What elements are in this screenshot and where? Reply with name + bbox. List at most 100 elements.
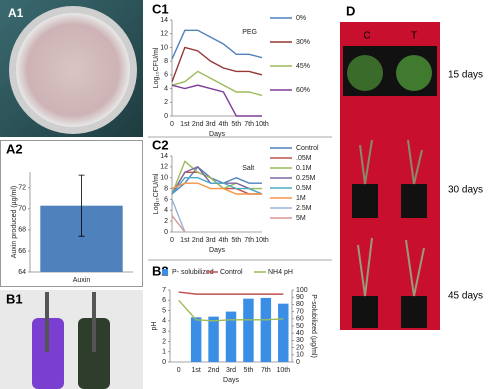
y-tick-label: 4 bbox=[162, 318, 166, 325]
y-tick-label: 6 bbox=[164, 72, 168, 79]
x-tick-label: 7th bbox=[261, 367, 271, 374]
y-tick-label: 2 bbox=[164, 99, 168, 106]
x-tick-label: Auxin bbox=[73, 277, 91, 284]
x-tick-label: 4th bbox=[219, 237, 229, 244]
x-tick-label: 1st bbox=[180, 237, 189, 244]
y-tick-label: 1 bbox=[162, 349, 166, 356]
legend-label: 0% bbox=[296, 15, 306, 22]
y-tick-label: 5 bbox=[162, 307, 166, 314]
y2-tick-label: 50 bbox=[296, 323, 304, 330]
y2-tick-label: 100 bbox=[296, 287, 308, 294]
series-line bbox=[178, 291, 284, 295]
plant bbox=[396, 55, 432, 91]
stems bbox=[357, 237, 425, 297]
x-tick-label: 2nd bbox=[192, 237, 204, 244]
y2-axis-title: P-solubilized (µg/ml) bbox=[310, 294, 317, 358]
x-tick-label: 2nd bbox=[192, 121, 204, 128]
x-tick-label: 3rd bbox=[226, 367, 236, 374]
legend-label: NH4 pH bbox=[268, 269, 293, 276]
x-tick-label: 2nd bbox=[208, 367, 220, 374]
panel-label: D bbox=[346, 3, 355, 18]
x-tick-label: 10th bbox=[255, 237, 269, 244]
y-tick-label: 4 bbox=[164, 85, 168, 92]
stage-label: 15 days bbox=[448, 70, 483, 81]
legend-label: Control bbox=[220, 269, 243, 276]
series-line bbox=[178, 299, 284, 322]
petri-dish bbox=[16, 13, 130, 127]
x-tick-label: 3rd bbox=[206, 121, 216, 128]
legend-label: 5M bbox=[296, 215, 306, 222]
y2-tick-label: 30 bbox=[296, 337, 304, 344]
y-tick-label: 0 bbox=[162, 359, 166, 366]
annotation: PEG bbox=[242, 29, 257, 36]
y-tick-label: 12 bbox=[160, 31, 168, 38]
legend-label: 45% bbox=[296, 63, 310, 70]
x-tick-label: 1st bbox=[191, 367, 200, 374]
y-axis-title: pH bbox=[151, 322, 158, 331]
y-tick-label: 6 bbox=[162, 297, 166, 304]
y-tick-label: 10 bbox=[160, 175, 168, 182]
x-axis-title: Days bbox=[209, 247, 225, 254]
legend-swatch bbox=[162, 269, 168, 275]
bar bbox=[208, 316, 219, 362]
y-tick-label: 72 bbox=[18, 185, 26, 192]
series-line bbox=[171, 215, 186, 233]
legend-label: 2.5M bbox=[296, 205, 312, 212]
column-label: T bbox=[411, 31, 417, 42]
pot bbox=[401, 296, 427, 328]
y2-tick-label: 90 bbox=[296, 294, 304, 301]
y-axis-title: Auxin produced (µg/ml) bbox=[11, 186, 18, 259]
legend-label: 0.5M bbox=[296, 185, 312, 192]
x-tick-label: 10th bbox=[276, 367, 290, 374]
rod bbox=[92, 292, 96, 352]
x-tick-label: 10th bbox=[255, 121, 269, 128]
y2-tick-label: 40 bbox=[296, 330, 304, 337]
series-line bbox=[171, 182, 262, 195]
series-line bbox=[171, 165, 262, 195]
legend-label: 1M bbox=[296, 195, 306, 202]
bar bbox=[260, 297, 272, 362]
stage-label: 30 days bbox=[448, 185, 483, 196]
panel-label: B1 bbox=[6, 291, 23, 306]
pot bbox=[352, 184, 378, 218]
tube-purple bbox=[32, 318, 64, 389]
y2-tick-label: 60 bbox=[296, 316, 304, 323]
y-tick-label: 3 bbox=[162, 328, 166, 335]
x-tick-label: 5th bbox=[231, 121, 241, 128]
legend-label: .05M bbox=[296, 155, 312, 162]
x-tick-label: 5th bbox=[244, 367, 254, 374]
legend-label: 30% bbox=[296, 39, 310, 46]
tube-green bbox=[78, 318, 110, 389]
stems bbox=[359, 139, 423, 185]
x-tick-label: 1st bbox=[180, 121, 189, 128]
y-tick-label: 14 bbox=[160, 17, 168, 24]
photo-b1 bbox=[0, 290, 143, 389]
pot bbox=[352, 296, 378, 328]
y2-tick-label: 80 bbox=[296, 301, 304, 308]
x-axis-title: Days bbox=[209, 131, 225, 138]
y-tick-label: 10 bbox=[160, 44, 168, 51]
plant bbox=[347, 55, 383, 91]
y2-tick-label: 0 bbox=[296, 359, 300, 366]
y-tick-label: 8 bbox=[164, 185, 168, 192]
y-tick-label: 68 bbox=[18, 227, 26, 234]
series-line bbox=[171, 177, 263, 195]
y-tick-label: 2 bbox=[164, 218, 168, 225]
x-tick-label: 3rd bbox=[206, 237, 216, 244]
series-line bbox=[171, 46, 263, 82]
rod bbox=[45, 292, 49, 352]
y-tick-label: 0 bbox=[164, 113, 168, 120]
y-tick-label: 8 bbox=[164, 58, 168, 65]
series-line bbox=[171, 84, 262, 117]
y-tick-label: 7 bbox=[162, 287, 166, 294]
pot bbox=[401, 184, 427, 218]
y-tick-label: 66 bbox=[18, 248, 26, 255]
column-label: C bbox=[363, 31, 370, 42]
x-tick-label: 0 bbox=[170, 121, 174, 128]
annotation: Salt bbox=[242, 165, 254, 172]
legend-label: 0.25M bbox=[296, 175, 316, 182]
y-axis-title: Log₁₀CFU/ml bbox=[153, 47, 160, 88]
x-tick-label: 5th bbox=[231, 237, 241, 244]
y2-tick-label: 70 bbox=[296, 308, 304, 315]
y-tick-label: 4 bbox=[164, 207, 168, 214]
